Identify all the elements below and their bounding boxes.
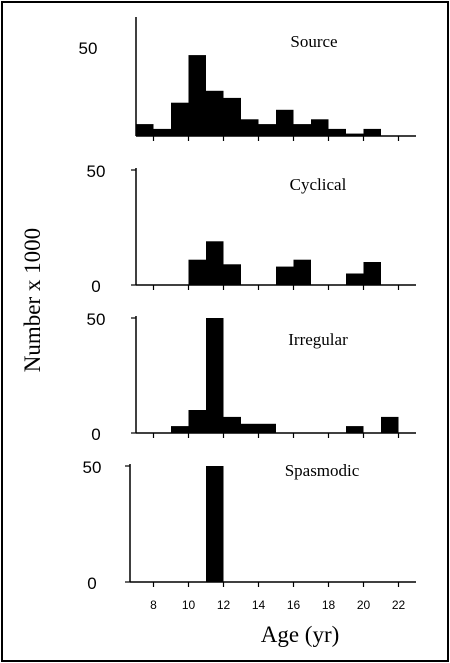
bar-source-20 [346,133,364,136]
bar-irregular-10 [171,426,189,433]
y-tick-label: 50 [87,310,106,329]
y-tick-label: 50 [87,162,106,181]
bar-spasmodic-12 [206,466,224,582]
bar-source-9 [153,128,171,136]
x-tick-label: 14 [252,598,266,612]
bar-cyclical-12 [206,241,224,285]
x-tick-label: 22 [392,598,406,612]
bar-source-18 [311,119,329,136]
x-axis-label: Age (yr) [261,622,340,647]
bar-source-17 [293,124,311,136]
bar-irregular-13 [223,416,241,433]
bar-source-16 [276,109,294,136]
bar-source-8 [136,124,154,136]
bar-irregular-12 [206,318,224,433]
x-tick-label: 8 [150,598,157,612]
panel-title: Cyclical [290,175,347,194]
x-tick-label: 20 [357,598,371,612]
bar-irregular-15 [258,423,276,433]
panel-cyclical: 0 50 Cyclical [87,162,416,296]
x-tick-label: 16 [287,598,301,612]
bar-cyclical-20 [346,273,364,285]
bar-source-21 [363,128,381,136]
bar-irregular-11 [188,410,206,433]
panel-title: Source [290,32,337,51]
y-tick-label: 0 [91,277,100,296]
y-axis-label: Number x 1000 [20,228,45,372]
panel-source: 50 Source [79,17,416,141]
bar-cyclical-21 [363,262,381,285]
x-tick-label: 10 [182,598,196,612]
panel-irregular: 0 50 Irregular [87,310,416,444]
bar-cyclical-11 [188,259,206,285]
panel-spasmodic: 0 50 Spasmodic 8 10 12 14 16 18 20 22 [83,458,416,612]
bar-irregular-22 [381,416,399,433]
panels: 50 Source 0 50 Cyclical 0 50 Irregular 0 50 Spasmo… [79,17,416,612]
bar-cyclical-16 [276,266,294,285]
y-tick-label: 50 [79,39,98,58]
y-tick-label: 0 [91,425,100,444]
bar-source-11 [188,55,206,136]
bar-irregular-14 [241,423,259,433]
y-tick-label: 50 [83,458,102,477]
x-tick-label: 18 [322,598,336,612]
bar-irregular-20 [346,426,364,433]
x-tick-label: 12 [217,598,231,612]
bar-source-10 [171,102,189,136]
panel-title: Spasmodic [285,461,360,480]
bar-source-14 [241,119,259,136]
bar-source-15 [258,124,276,136]
panel-title: Irregular [288,330,348,349]
bar-source-13 [223,97,241,136]
bar-source-12 [206,90,224,136]
y-tick-label: 0 [87,574,96,593]
bar-cyclical-13 [223,264,241,285]
bar-source-19 [328,128,346,136]
bar-cyclical-17 [293,259,311,285]
